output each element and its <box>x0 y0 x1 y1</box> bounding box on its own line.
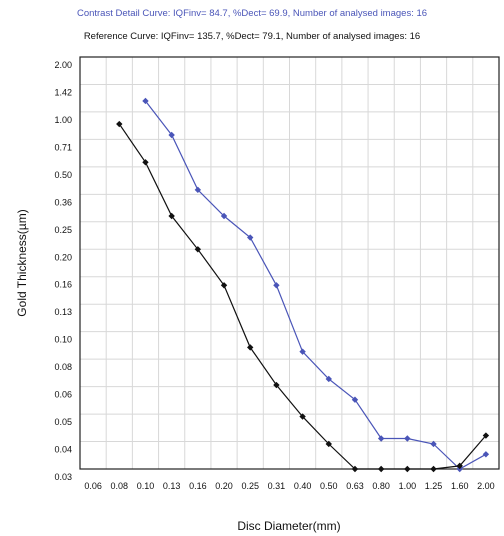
x-tick-label: 1.60 <box>451 481 469 491</box>
data-point-contrast-detail <box>404 435 411 442</box>
y-tick-label: 0.16 <box>54 280 72 290</box>
y-tick-label: 0.08 <box>54 362 72 372</box>
y-tick-label: 0.13 <box>54 307 72 317</box>
grid-lines <box>80 57 499 470</box>
x-tick-label: 0.80 <box>372 481 390 491</box>
x-tick-label: 0.13 <box>163 481 181 491</box>
x-tick-label: 0.50 <box>320 481 338 491</box>
data-point-reference <box>351 465 359 473</box>
legend-entry-contrast-detail: Contrast Detail Curve: IQFinv= 84.7, %De… <box>76 8 428 19</box>
y-tick-label: 1.42 <box>54 87 72 97</box>
data-point-reference <box>299 413 306 420</box>
data-point-reference <box>220 282 228 289</box>
data-point-reference <box>116 120 123 128</box>
x-tick-label: 2.00 <box>477 481 495 491</box>
y-tick-label: 0.71 <box>54 142 72 152</box>
data-point-contrast-detail <box>430 440 437 448</box>
y-axis-title: Gold Thickness(µm) <box>15 209 29 316</box>
data-point-contrast-detail <box>247 234 254 241</box>
series-line-contrast-detail <box>145 100 487 470</box>
y-tick-label: 0.10 <box>54 335 72 345</box>
data-point-contrast-detail <box>273 282 280 289</box>
data-point-reference <box>325 440 332 448</box>
x-tick-label: 0.06 <box>84 481 102 491</box>
y-tick-label: 1.00 <box>54 115 72 125</box>
y-tick-label: 0.50 <box>54 170 72 180</box>
data-point-reference <box>168 212 175 220</box>
data-point-contrast-detail <box>482 451 490 458</box>
y-tick-label: 2.00 <box>54 60 72 70</box>
data-point-contrast-detail <box>194 186 202 194</box>
data-point-reference <box>377 465 385 473</box>
y-tick-label: 0.05 <box>54 417 72 427</box>
x-tick-label: 0.08 <box>111 481 129 491</box>
x-tick-label: 0.25 <box>241 481 259 491</box>
x-tick-label: 0.10 <box>137 481 155 491</box>
y-tick-label: 0.36 <box>54 197 72 207</box>
x-tick-label: 1.25 <box>425 481 443 491</box>
x-tick-labels: 0.06 0.08 0.10 0.13 0.16 0.20 0.25 0.31 0.40 0.50… <box>84 481 494 491</box>
x-axis-title: Disc Diameter(mm) <box>237 519 340 533</box>
data-point-contrast-detail <box>220 212 228 220</box>
y-tick-label: 0.20 <box>54 252 72 262</box>
legend-entry-reference: Reference Curve: IQFinv= 135.7, %Dect= 7… <box>83 31 421 42</box>
series-lines <box>116 97 490 473</box>
data-point-reference <box>194 246 202 253</box>
data-point-contrast-detail <box>351 396 359 403</box>
y-tick-label: 0.03 <box>54 472 72 482</box>
data-point-reference <box>273 381 280 389</box>
data-point-reference <box>404 465 411 473</box>
data-point-contrast-detail <box>299 348 306 355</box>
y-tick-label: 0.25 <box>54 225 72 235</box>
data-point-reference <box>142 159 149 166</box>
x-tick-label: 0.16 <box>189 481 207 491</box>
x-tick-label: 0.31 <box>268 481 286 491</box>
data-point-reference <box>247 344 254 351</box>
data-point-reference <box>456 462 463 470</box>
y-tick-label: 0.04 <box>54 445 72 455</box>
x-tick-label: 0.20 <box>215 481 233 491</box>
x-tick-label: 1.00 <box>399 481 417 491</box>
x-tick-label: 0.63 <box>346 481 364 491</box>
x-tick-label: 0.40 <box>294 481 312 491</box>
data-point-contrast-detail <box>377 435 385 442</box>
y-tick-labels: 2.00 1.42 1.00 0.71 0.50 0.36 0.25 0.20 0.16 0.13… <box>54 60 72 482</box>
y-tick-label: 0.06 <box>54 390 72 400</box>
data-point-contrast-detail <box>168 131 175 139</box>
data-point-contrast-detail <box>142 97 149 105</box>
data-point-reference <box>430 465 437 473</box>
plot-area-frame <box>79 56 500 470</box>
data-point-reference <box>482 432 490 439</box>
data-point-contrast-detail <box>325 375 332 383</box>
